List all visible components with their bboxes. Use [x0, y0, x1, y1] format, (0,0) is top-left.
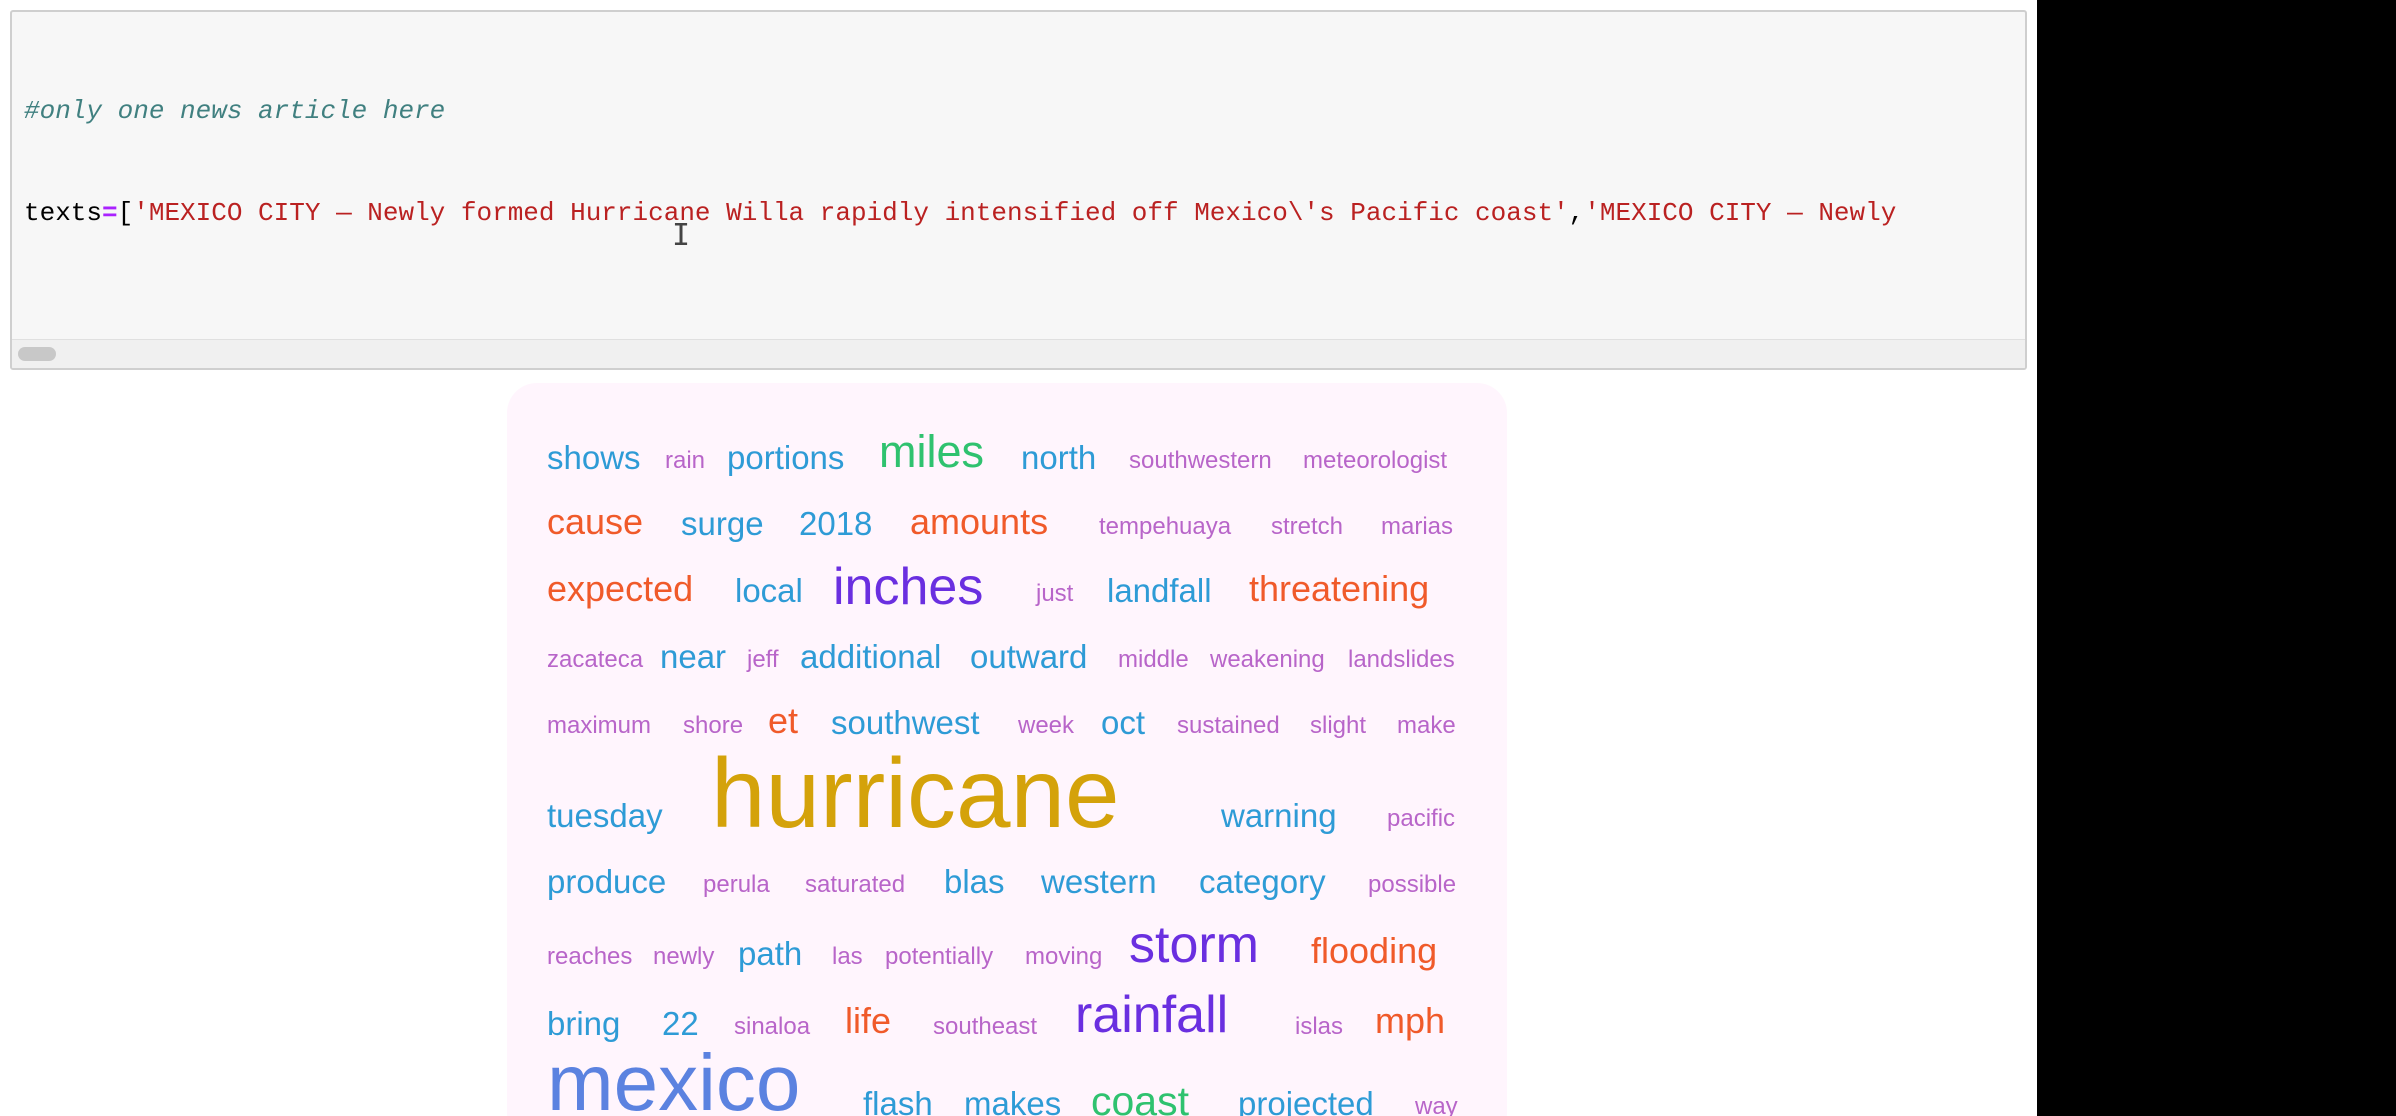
cloud-word: inches [833, 561, 983, 613]
cloud-word: tuesday [547, 799, 663, 832]
cloud-word: rainfall [1075, 989, 1228, 1041]
cloud-word: mph [1375, 1003, 1445, 1039]
cloud-word: landslides [1348, 648, 1455, 672]
cloud-word: las [832, 945, 863, 969]
cloud-word: sustained [1177, 714, 1280, 738]
cloud-word: threatening [1249, 571, 1429, 607]
word-cloud-output: shows rain portions miles north southwes… [507, 383, 1507, 1116]
cloud-word: hurricane [711, 744, 1120, 842]
code-operator: = [102, 198, 118, 228]
code-token: texts [24, 198, 102, 228]
code-comment: #only one news article here [24, 96, 445, 126]
cloud-word: jeff [747, 648, 779, 672]
scrollbar-thumb[interactable] [18, 347, 56, 361]
code-line-1: #only one news article here [24, 94, 2025, 128]
black-side-panel [2037, 0, 2396, 1116]
code-token: [ [118, 198, 134, 228]
code-editor[interactable]: #only one news article here texts=['MEXI… [24, 26, 2025, 370]
cloud-word: blas [944, 865, 1005, 898]
cloud-word: potentially [885, 945, 993, 969]
cloud-word: saturated [805, 873, 905, 897]
cloud-word: projected [1238, 1087, 1374, 1116]
code-line-2: texts=['MEXICO CITY — Newly formed Hurri… [24, 196, 2025, 230]
cloud-word: coast [1091, 1081, 1189, 1116]
cloud-word: pacific [1387, 807, 1455, 831]
cloud-word: life [845, 1003, 891, 1039]
cloud-word: sinaloa [734, 1015, 810, 1039]
cloud-word: bring [547, 1007, 620, 1040]
cloud-word: north [1021, 441, 1096, 474]
cloud-word: near [660, 640, 726, 673]
cloud-word: portions [727, 441, 844, 474]
cloud-word: flooding [1311, 933, 1437, 969]
cloud-word: produce [547, 865, 666, 898]
cloud-word: flash [863, 1087, 933, 1116]
cloud-word: week [1018, 714, 1074, 738]
cloud-word: additional [800, 640, 941, 673]
cloud-word: way [1415, 1095, 1458, 1116]
cloud-word: mexico [547, 1043, 800, 1116]
horizontal-scrollbar[interactable] [12, 339, 2025, 368]
cloud-word: newly [653, 945, 714, 969]
cloud-word: path [738, 937, 802, 970]
code-string: 'MEXICO CITY — Newly [1584, 198, 1896, 228]
cloud-word: cause [547, 504, 643, 540]
cloud-word: 2018 [799, 507, 872, 540]
cloud-word: slight [1310, 714, 1366, 738]
cloud-word: possible [1368, 873, 1456, 897]
code-string: 'MEXICO CITY — Newly formed Hurricane Wi… [133, 198, 1568, 228]
cloud-word: outward [970, 640, 1087, 673]
cloud-word: western [1041, 865, 1157, 898]
cloud-word: moving [1025, 945, 1102, 969]
cloud-word: warning [1221, 799, 1337, 832]
cloud-word: middle [1118, 648, 1189, 672]
cloud-word: amounts [910, 504, 1048, 540]
cloud-word: local [735, 574, 803, 607]
cloud-word: storm [1129, 919, 1259, 971]
cloud-word: et [768, 703, 798, 739]
cloud-word: meteorologist [1303, 449, 1447, 473]
code-cell[interactable]: #only one news article here texts=['MEXI… [10, 10, 2027, 370]
cloud-word: perula [703, 873, 770, 897]
cloud-word: make [1397, 714, 1456, 738]
cloud-word: miles [879, 429, 984, 474]
cloud-word: southwestern [1129, 449, 1272, 473]
cloud-word: makes [964, 1087, 1061, 1116]
cloud-word: rain [665, 449, 705, 473]
cloud-word: 22 [662, 1007, 699, 1040]
cloud-word: category [1199, 865, 1326, 898]
cloud-word: oct [1101, 706, 1145, 739]
cloud-word: expected [547, 571, 693, 607]
code-token: , [1569, 198, 1585, 228]
cloud-word: shows [547, 441, 641, 474]
cloud-word: stretch [1271, 515, 1343, 539]
cloud-word: landfall [1107, 574, 1212, 607]
cloud-word: islas [1295, 1015, 1343, 1039]
cloud-word: surge [681, 507, 764, 540]
cloud-word: southeast [933, 1015, 1037, 1039]
cloud-word: marias [1381, 515, 1453, 539]
cloud-word: reaches [547, 945, 632, 969]
cloud-word: tempehuaya [1099, 515, 1231, 539]
code-line-3 [24, 298, 2025, 332]
cloud-word: maximum [547, 714, 651, 738]
cloud-word: zacateca [547, 648, 643, 672]
cloud-word: shore [683, 714, 743, 738]
ibeam-cursor-icon: I [672, 218, 690, 253]
cloud-word: just [1036, 582, 1073, 606]
cloud-word: southwest [831, 706, 980, 739]
cloud-word: weakening [1210, 648, 1325, 672]
